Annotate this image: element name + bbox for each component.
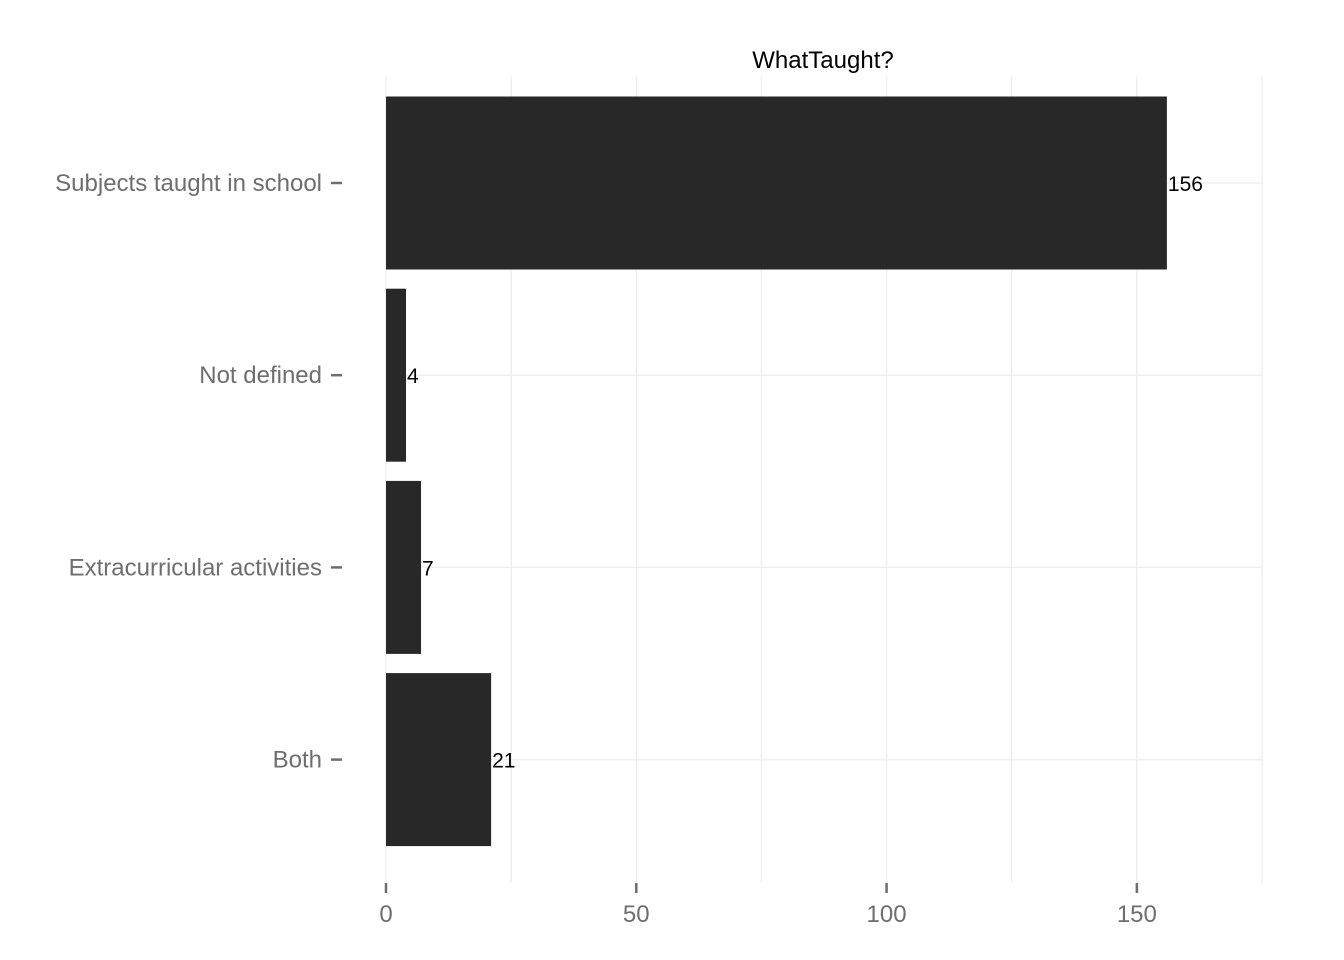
x-tick-label: 150 [1117,901,1157,928]
x-tick-label: 0 [379,901,392,928]
category-label: Both [273,747,322,774]
chart-title: WhatTaught? [752,47,893,74]
value-axis: 0 50 100 150 [379,883,1157,928]
category-label: Subjects taught in school [55,170,322,197]
data-label: 156 [1168,173,1203,196]
bar [386,480,422,654]
data-label: 4 [407,365,419,388]
x-tick-label: 50 [623,901,650,928]
bars [386,96,1167,847]
data-label: 7 [422,557,434,580]
category-axis: Subjects taught in school Not defined Extr… [55,170,342,774]
category-label: Not defined [199,362,322,389]
x-tick-label: 100 [867,901,907,928]
data-labels: 156 4 7 21 [407,173,1203,773]
bar [386,96,1167,270]
bar [386,288,407,462]
data-label: 21 [492,750,515,773]
bar [386,673,492,847]
category-label: Extracurricular activities [69,554,322,581]
